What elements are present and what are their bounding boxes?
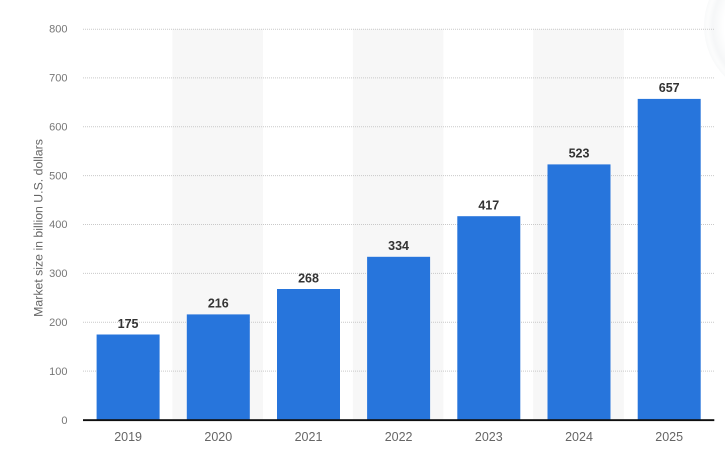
svg-text:400: 400 <box>49 219 67 231</box>
svg-text:417: 417 <box>478 199 499 213</box>
svg-text:2020: 2020 <box>204 430 232 444</box>
svg-text:600: 600 <box>49 122 67 134</box>
svg-text:334: 334 <box>388 239 409 253</box>
svg-text:268: 268 <box>298 271 319 285</box>
svg-text:2023: 2023 <box>475 430 503 444</box>
svg-text:523: 523 <box>569 147 590 161</box>
svg-text:2022: 2022 <box>385 430 413 444</box>
svg-text:300: 300 <box>49 268 67 280</box>
svg-text:175: 175 <box>118 317 139 331</box>
svg-text:2019: 2019 <box>114 430 142 444</box>
svg-text:2025: 2025 <box>655 430 683 444</box>
svg-text:800: 800 <box>49 24 67 36</box>
svg-text:100: 100 <box>49 366 67 378</box>
svg-text:2024: 2024 <box>565 430 593 444</box>
svg-text:0: 0 <box>61 415 67 427</box>
svg-text:500: 500 <box>49 170 67 182</box>
svg-text:2021: 2021 <box>295 430 323 444</box>
svg-text:657: 657 <box>659 81 680 95</box>
svg-text:200: 200 <box>49 317 67 329</box>
svg-text:Market size in billion U.S. do: Market size in billion U.S. dollars <box>32 139 46 317</box>
svg-text:216: 216 <box>208 297 229 311</box>
svg-text:700: 700 <box>49 73 67 85</box>
